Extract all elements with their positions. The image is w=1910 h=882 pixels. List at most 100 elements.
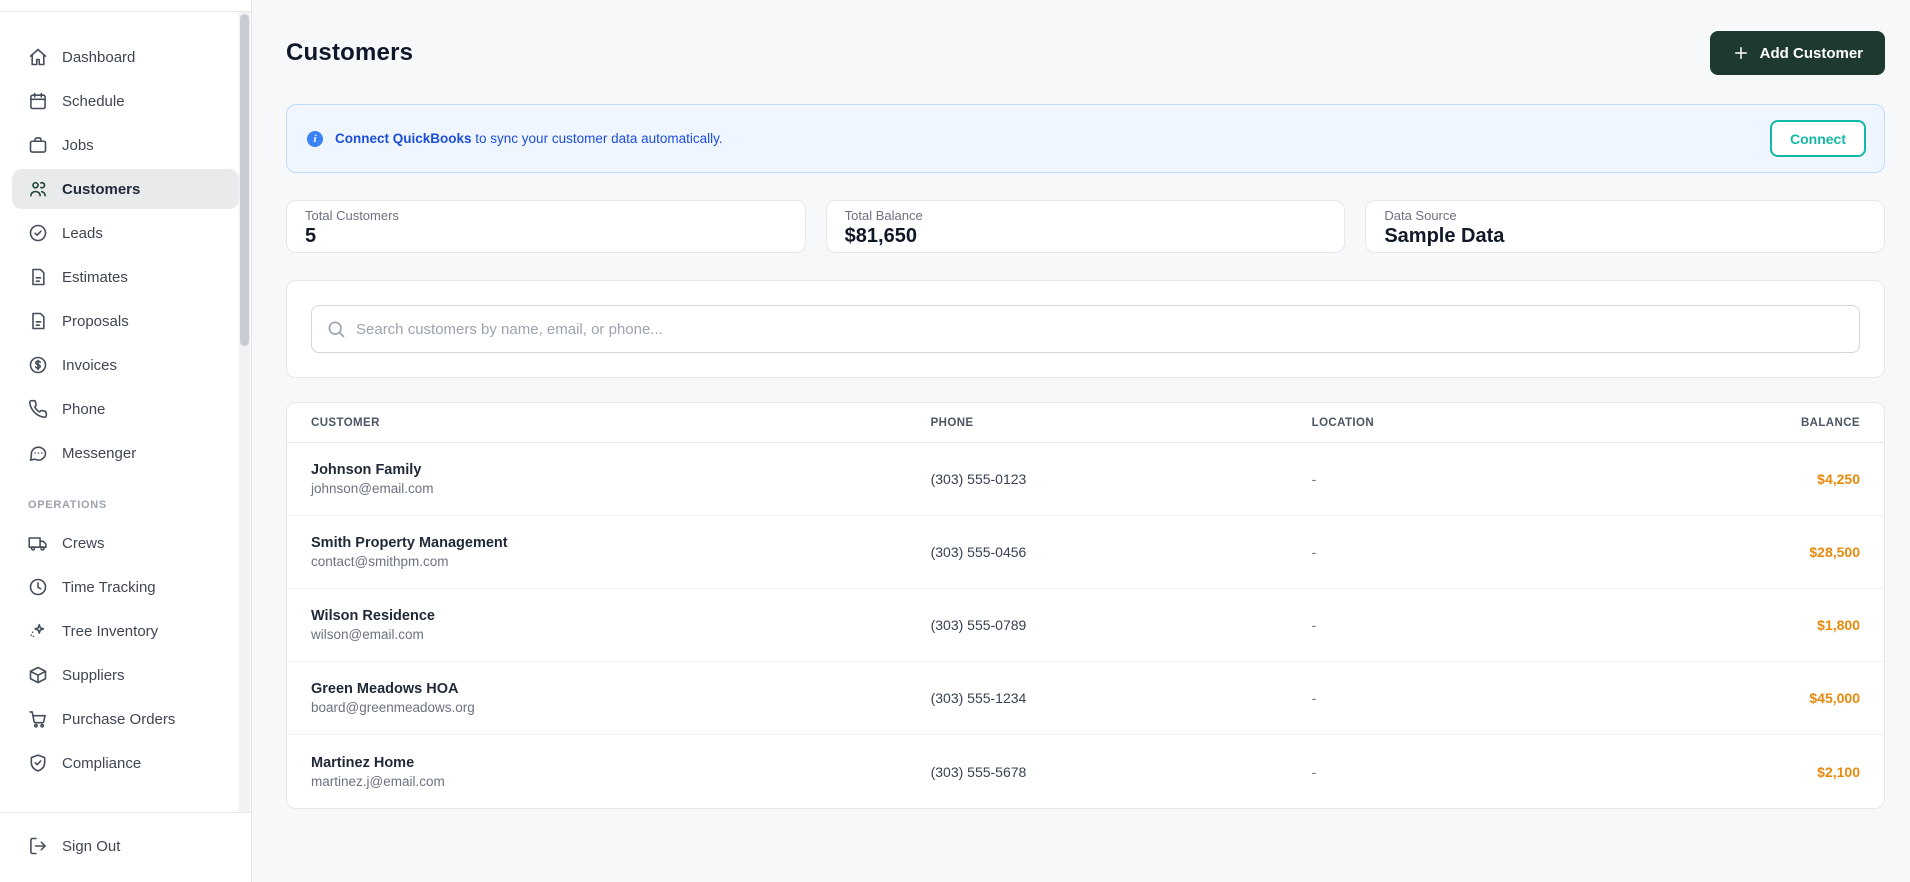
customer-name: Wilson Residence xyxy=(311,608,435,624)
sidebar-item-label: Estimates xyxy=(62,268,128,286)
sidebar-section-operations: OPERATIONS xyxy=(28,499,107,511)
phone-cell: (303) 555-0456 xyxy=(930,544,1027,560)
page-header: Customers Add Customer xyxy=(286,30,1885,76)
cart-icon xyxy=(28,709,48,729)
sidebar-item-proposals[interactable]: Proposals xyxy=(12,301,239,341)
sidebar-top-divider xyxy=(0,0,251,12)
document-icon xyxy=(28,267,48,287)
sidebar-item-leads[interactable]: Leads xyxy=(12,213,239,253)
sidebar-item-schedule[interactable]: Schedule xyxy=(12,81,239,121)
sidebar-item-label: Purchase Orders xyxy=(62,710,176,728)
sidebar-scrollbar-track[interactable] xyxy=(239,12,250,812)
sidebar-item-crews[interactable]: Crews xyxy=(12,523,239,563)
sidebar-item-label: Suppliers xyxy=(62,666,125,684)
customer-cell: Wilson Residence wilson@email.com xyxy=(311,608,931,642)
column-header-phone: PHONE xyxy=(930,416,974,429)
location-cell: - xyxy=(1311,690,1317,706)
banner-bold-text: Connect QuickBooks xyxy=(335,131,472,146)
location-cell: - xyxy=(1311,544,1317,560)
sidebar-item-label: Compliance xyxy=(62,754,142,772)
sidebar-item-time-tracking[interactable]: Time Tracking xyxy=(12,567,239,607)
stat-card-data-source: Data Source Sample Data xyxy=(1365,200,1886,253)
customer-email: martinez.j@email.com xyxy=(311,773,445,789)
sidebar-item-label: Customers xyxy=(62,180,141,198)
dollar-circle-icon xyxy=(28,355,48,375)
customer-email: johnson@email.com xyxy=(311,481,434,496)
sidebar-item-label: Schedule xyxy=(62,92,125,110)
location-cell: - xyxy=(1311,763,1317,780)
sidebar-item-label: Phone xyxy=(62,400,106,418)
sidebar-item-phone[interactable]: Phone xyxy=(12,389,239,429)
banner-regular-text: to sync your customer data automatically… xyxy=(471,131,723,146)
sidebar-item-compliance[interactable]: Compliance xyxy=(12,743,239,783)
phone-icon xyxy=(28,399,48,419)
table-row[interactable]: Johnson Family johnson@email.com (303) 5… xyxy=(287,443,1884,516)
sidebar-scrollbar-thumb[interactable] xyxy=(240,14,249,346)
truck-icon xyxy=(28,533,48,553)
phone-cell: (303) 555-0789 xyxy=(930,617,1027,633)
page-title: Customers xyxy=(286,39,414,66)
table-header-row: CUSTOMER PHONE LOCATION BALANCE xyxy=(287,403,1884,443)
stat-label: Total Customers xyxy=(305,208,399,223)
sidebar-item-label: Jobs xyxy=(62,136,94,154)
customer-email: wilson@email.com xyxy=(311,627,424,642)
home-icon xyxy=(28,47,48,67)
sparkles-icon xyxy=(28,621,48,641)
column-header-customer: CUSTOMER xyxy=(311,416,380,429)
sidebar-item-label: Time Tracking xyxy=(62,578,156,596)
phone-cell: (303) 555-1234 xyxy=(930,690,1027,706)
sign-out-icon xyxy=(28,836,48,856)
info-icon: i xyxy=(307,130,323,147)
column-header-location: LOCATION xyxy=(1311,416,1375,429)
table-row[interactable]: Green Meadows HOA board@greenmeadows.org… xyxy=(287,662,1884,735)
customer-email: contact@smithpm.com xyxy=(311,554,449,569)
location-cell: - xyxy=(1311,617,1317,633)
sign-out-button[interactable]: Sign Out xyxy=(12,826,239,866)
balance-cell: $28,500 xyxy=(1809,544,1860,560)
sidebar: Dashboard Schedule Jobs Customers Leads xyxy=(0,0,252,882)
stat-value: $81,650 xyxy=(844,225,917,247)
sidebar-item-purchase-orders[interactable]: Purchase Orders xyxy=(12,699,239,739)
phone-cell: (303) 555-5678 xyxy=(930,763,1027,780)
location-cell: - xyxy=(1311,471,1317,487)
add-customer-button[interactable]: Add Customer xyxy=(1709,31,1885,75)
customer-cell: Johnson Family johnson@email.com xyxy=(311,462,931,496)
column-header-balance: BALANCE xyxy=(1800,416,1860,429)
sidebar-item-tree-inventory[interactable]: Tree Inventory xyxy=(12,611,239,651)
sidebar-item-suppliers[interactable]: Suppliers xyxy=(12,655,239,695)
sidebar-item-messenger[interactable]: Messenger xyxy=(12,433,239,473)
stat-value: Sample Data xyxy=(1384,225,1505,247)
customer-name: Green Meadows HOA xyxy=(311,681,459,697)
balance-cell: $4,250 xyxy=(1817,471,1860,487)
customer-cell: Green Meadows HOA board@greenmeadows.org xyxy=(311,681,931,715)
search-wrap xyxy=(311,305,1860,353)
briefcase-icon xyxy=(28,135,48,155)
sidebar-item-estimates[interactable]: Estimates xyxy=(12,257,239,297)
chat-icon xyxy=(28,443,48,463)
sidebar-item-label: Invoices xyxy=(62,356,118,374)
sidebar-item-label: Messenger xyxy=(62,444,137,462)
table-row[interactable]: Smith Property Management contact@smithp… xyxy=(287,516,1884,589)
customers-table: CUSTOMER PHONE LOCATION BALANCE Johnson … xyxy=(286,402,1885,809)
cube-icon xyxy=(28,665,48,685)
customer-cell: Smith Property Management contact@smithp… xyxy=(311,535,931,569)
sidebar-item-invoices[interactable]: Invoices xyxy=(12,345,239,385)
balance-cell: $2,100 xyxy=(1817,763,1860,780)
balance-cell: $45,000 xyxy=(1809,690,1860,706)
customer-name: Smith Property Management xyxy=(311,535,508,551)
sidebar-item-dashboard[interactable]: Dashboard xyxy=(12,37,239,77)
clock-icon xyxy=(28,577,48,597)
table-row[interactable]: Martinez Home martinez.j@email.com (303)… xyxy=(287,735,1884,808)
balance-cell: $1,800 xyxy=(1817,617,1860,633)
stat-card-total-balance: Total Balance $81,650 xyxy=(825,200,1346,253)
search-input[interactable] xyxy=(311,305,1860,353)
connect-button[interactable]: Connect xyxy=(1770,120,1866,157)
users-icon xyxy=(28,179,48,199)
stat-card-total-customers: Total Customers 5 xyxy=(286,200,806,253)
customer-email: board@greenmeadows.org xyxy=(311,700,475,715)
banner-text: Connect QuickBooks to sync your customer… xyxy=(335,131,1770,146)
sidebar-item-customers[interactable]: Customers xyxy=(12,169,239,209)
sidebar-item-jobs[interactable]: Jobs xyxy=(12,125,239,165)
table-row[interactable]: Wilson Residence wilson@email.com (303) … xyxy=(287,589,1884,662)
